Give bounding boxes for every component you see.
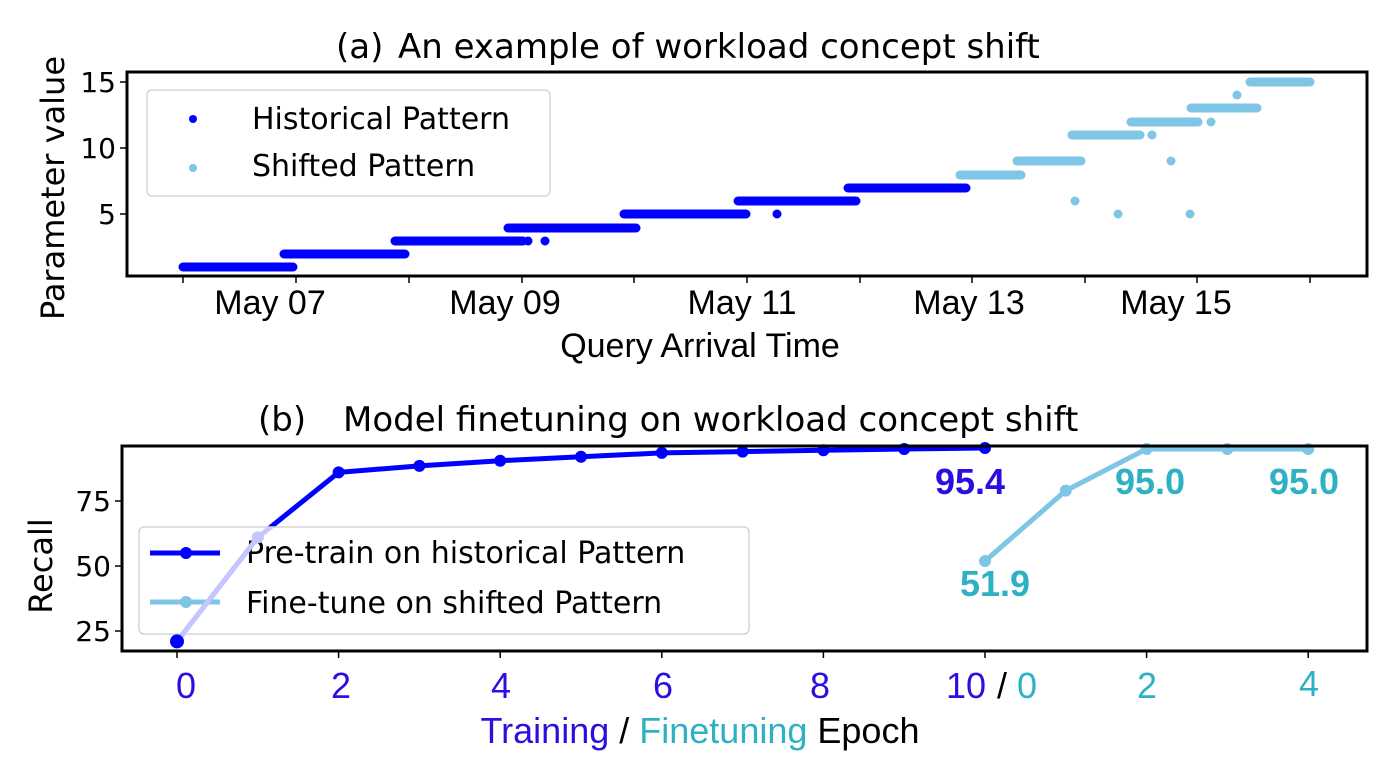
xlabel-sep: / <box>609 710 639 751</box>
historical-point <box>540 236 550 246</box>
shifted-point <box>1206 117 1216 127</box>
pretrain-point <box>655 446 668 459</box>
xlabel-finetuning: Finetuning <box>639 710 807 751</box>
annotation-95-0-epoch2: 95.0 <box>1115 461 1185 502</box>
finetune-point <box>1059 484 1072 497</box>
panel-a-plot-area <box>178 77 1315 272</box>
xtick-label: 8 <box>810 665 830 706</box>
pretrain-point <box>170 634 184 649</box>
panel-b: (b) Model finetuning on workload concept… <box>22 400 1369 751</box>
panel-a-frame <box>125 70 1369 278</box>
historical-point <box>772 209 782 219</box>
xlabel-epoch: Epoch <box>807 710 919 751</box>
panel-b-yaxis: 75 50 25 <box>75 485 122 648</box>
finetune-line-icon <box>180 596 192 608</box>
xtick-label: 2 <box>1137 665 1157 706</box>
panel-b-legend: Pre-train on historical Pattern Fine-tun… <box>138 526 750 635</box>
legend-historical: Historical Pattern <box>252 102 510 137</box>
xtick-label: May 09 <box>449 284 561 322</box>
panel-a-yaxis: 15 10 5 <box>80 66 127 231</box>
legend-finetune: Fine-tune on shifted Pattern <box>246 586 662 621</box>
shifted-point <box>1166 156 1176 166</box>
annotation-95-4: 95.4 <box>935 461 1005 502</box>
shifted-point <box>1070 196 1080 206</box>
panel-a-legend: Historical Pattern Shifted Pattern <box>146 89 551 197</box>
xlabel-training: Training <box>481 710 610 751</box>
panel-b-title: Model finetuning on workload concept shi… <box>343 400 1078 440</box>
panel-a-ylabel: Parameter value <box>34 56 72 320</box>
pretrain-point <box>494 454 507 467</box>
xtick-label: May 07 <box>214 284 326 322</box>
panel-a: (a) An example of workload concept shift… <box>34 27 1369 365</box>
finetune-point <box>979 555 991 568</box>
ytick-label: 10 <box>80 132 116 165</box>
panel-b-xlabel: Training / Finetuning Epoch <box>481 710 920 751</box>
xtick-label: 4 <box>491 665 511 706</box>
ytick-label: 75 <box>75 485 111 518</box>
shifted-point <box>1113 209 1123 219</box>
panel-b-overlay <box>170 531 264 649</box>
panel-b-frame <box>120 444 1369 653</box>
xtick-label: 2 <box>331 665 351 706</box>
xtick-label: 10 <box>946 665 986 706</box>
xtick-label: 0 <box>1017 665 1037 706</box>
shifted-point <box>1185 209 1195 219</box>
panel-a-xtick-labels: May 07 May 09 May 11 May 13 May 15 <box>214 284 1232 322</box>
panel-b-xtick-labels: 0 2 4 6 8 10 / 0 2 4 <box>176 663 1319 706</box>
ytick-label: 50 <box>75 550 111 583</box>
pretrain-point <box>413 459 426 472</box>
xtick-label: May 15 <box>1120 284 1232 322</box>
xtick-label: 0 <box>176 665 196 706</box>
historical-point <box>523 236 533 246</box>
panel-a-label: (a) <box>336 27 383 67</box>
historical-marker-icon <box>189 115 197 123</box>
panel-b-label: (b) <box>258 400 306 440</box>
pretrain-point <box>332 466 345 479</box>
pretrain-line-faded <box>175 535 260 643</box>
annotation-95-0-epoch4: 95.0 <box>1269 461 1339 502</box>
pretrain-point <box>736 445 749 458</box>
panel-a-title: An example of workload concept shift <box>398 27 1040 67</box>
pretrain-point <box>979 441 991 454</box>
legend-shifted: Shifted Pattern <box>252 149 475 184</box>
ytick-label: 15 <box>80 66 116 99</box>
ytick-label: 25 <box>75 615 111 648</box>
pretrain-point-faded <box>251 531 264 544</box>
xtick-label: May 13 <box>913 284 1025 322</box>
ytick-label: 5 <box>98 198 116 231</box>
xtick-label: 6 <box>653 665 673 706</box>
shifted-point <box>1232 90 1242 100</box>
legend-pretrain: Pre-train on historical Pattern <box>246 536 685 571</box>
xtick-separator: / <box>997 665 1007 706</box>
pretrain-line-icon <box>180 547 192 559</box>
annotation-51-9: 51.9 <box>960 563 1030 604</box>
xtick-label: 4 <box>1299 663 1319 704</box>
pretrain-point <box>575 450 587 463</box>
shifted-point <box>1147 130 1157 140</box>
panel-a-xlabel: Query Arrival Time <box>560 327 840 365</box>
panel-b-annotations: 95.4 51.9 95.0 95.0 <box>935 461 1339 604</box>
panel-b-ylabel: Recall <box>22 518 60 613</box>
shifted-marker-icon <box>189 164 197 172</box>
xtick-label: May 11 <box>688 284 797 322</box>
